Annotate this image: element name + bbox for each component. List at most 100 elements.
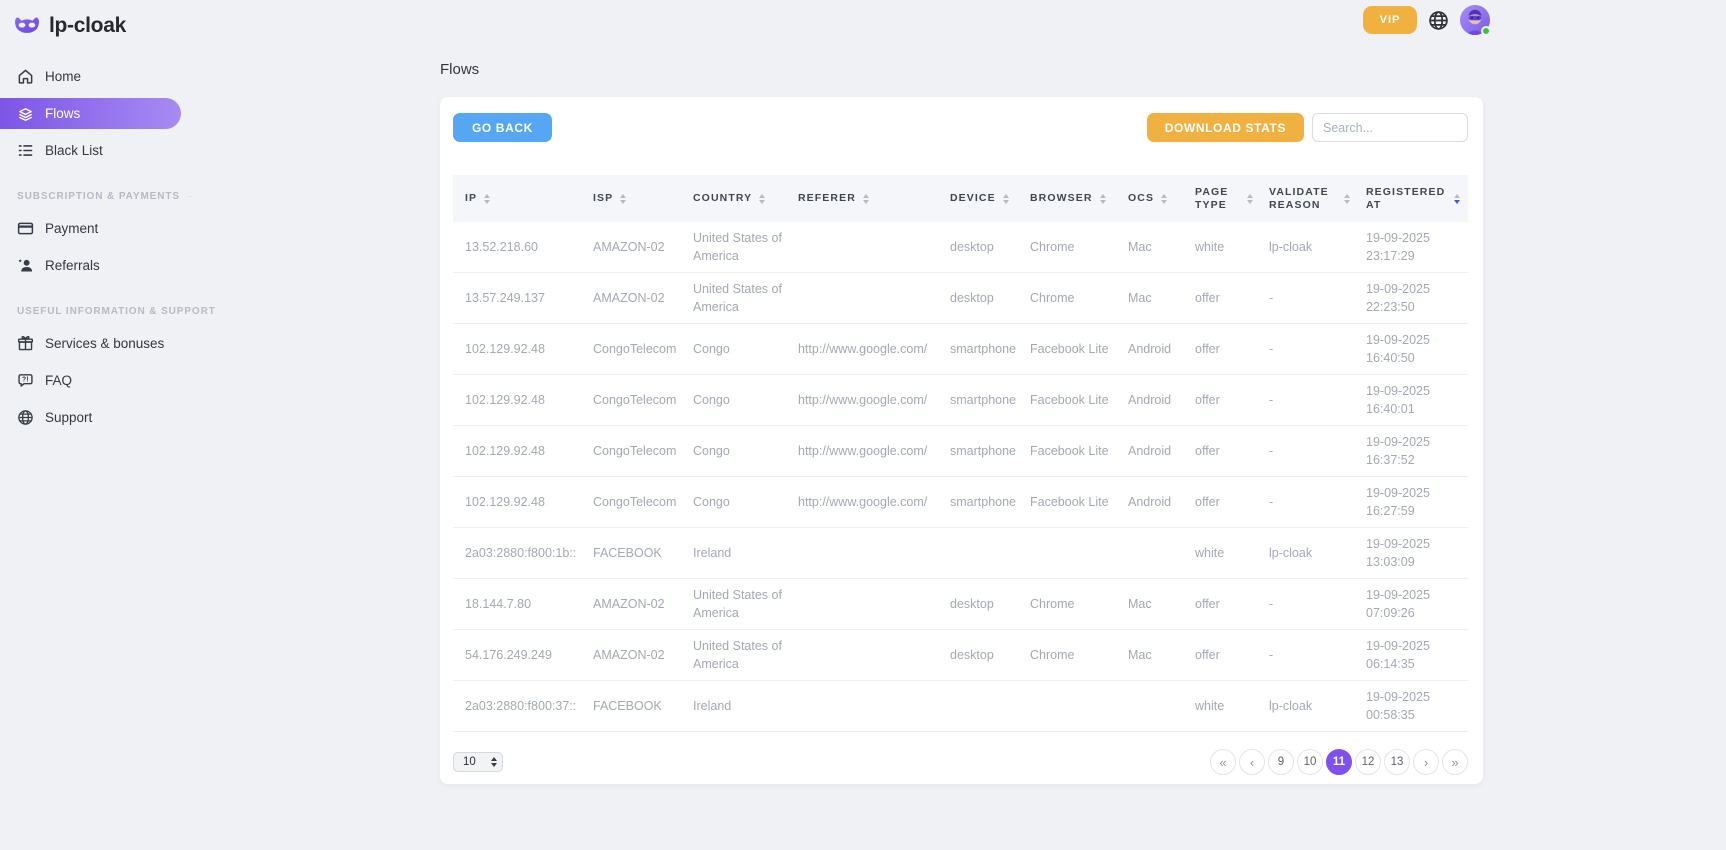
column-label: DEVICE	[950, 192, 996, 204]
page-size-select[interactable]: 10	[453, 752, 503, 772]
sort-icon[interactable]	[620, 193, 627, 204]
sidebar-item-label: Payment	[45, 221, 99, 236]
sort-icon[interactable]	[1344, 193, 1350, 204]
header-actions: VIP	[1363, 5, 1491, 36]
column-header-browser[interactable]: BROWSER	[1022, 175, 1120, 222]
app-logo[interactable]: lp-cloak	[0, 0, 200, 38]
table-cell: white	[1187, 527, 1261, 579]
table-cell: 54.176.249.249	[453, 629, 585, 681]
svg-text:?!: ?!	[22, 375, 29, 383]
table-cell: Mac	[1120, 578, 1187, 630]
online-status-dot	[1481, 26, 1491, 36]
table-cell	[790, 629, 942, 681]
table-cell: white	[1187, 222, 1261, 273]
sidebar-item-black-list[interactable]: Black List	[0, 132, 200, 169]
sidebar-item-label: Black List	[45, 143, 103, 158]
pagination-prev[interactable]: ‹	[1239, 749, 1265, 775]
table-cell: 102.129.92.48	[453, 374, 585, 426]
sidebar-item-home[interactable]: Home	[0, 58, 200, 95]
app-name: lp-cloak	[49, 14, 126, 37]
sort-icon[interactable]	[862, 193, 869, 204]
column-header-isp[interactable]: ISP	[585, 175, 685, 222]
pagination-page-10[interactable]: 10	[1297, 749, 1323, 775]
sidebar-item-support[interactable]: Support	[0, 399, 200, 436]
column-header-ip[interactable]: IP	[453, 175, 585, 222]
sort-icon[interactable]	[1161, 193, 1168, 204]
language-globe-icon[interactable]	[1428, 10, 1449, 31]
table-cell: Android	[1120, 374, 1187, 426]
table-cell: offer	[1187, 578, 1261, 630]
sidebar-item-flows[interactable]: Flows	[0, 98, 181, 129]
go-back-button[interactable]: GO BACK	[453, 113, 552, 142]
sidebar-item-services-bonuses[interactable]: Services & bonuses	[0, 325, 200, 362]
table-cell: -	[1261, 374, 1358, 426]
table-cell: United States of America	[685, 629, 790, 681]
column-header-registered-at[interactable]: REGISTERED AT	[1358, 175, 1468, 222]
payment-icon	[17, 220, 34, 237]
table-cell: United States of America	[685, 272, 790, 324]
table-cell: -	[1261, 578, 1358, 630]
search-input[interactable]	[1312, 113, 1468, 142]
sidebar-item-label: Referrals	[45, 258, 100, 273]
table-cell: smartphone	[942, 374, 1022, 426]
table-cell: Congo	[685, 476, 790, 528]
table-row: 2a03:2880:f800:37:: FACEBOOK Ireland white l…	[453, 680, 1468, 732]
sort-icon[interactable]	[484, 193, 491, 204]
sidebar-item-label: Home	[45, 69, 82, 84]
column-header-page-type[interactable]: PAGE TYPE	[1187, 175, 1261, 222]
sidebar-item-label: Support	[45, 410, 93, 425]
table-cell: United States of America	[685, 222, 790, 273]
table-footer: 10 «‹ 9 10 11 12 13 ›»	[453, 749, 1468, 775]
pagination-page-9[interactable]: 9	[1268, 749, 1294, 775]
home-icon	[17, 68, 34, 85]
pagination-page-11[interactable]: 11	[1326, 749, 1352, 775]
sort-icon[interactable]	[1454, 193, 1460, 204]
table-cell	[790, 527, 942, 579]
pagination-page-12[interactable]: 12	[1355, 749, 1381, 775]
table-cell	[1022, 680, 1120, 732]
download-stats-button[interactable]: DOWNLOAD STATS	[1146, 113, 1304, 142]
table-cell: 19-09-2025 06:14:35	[1358, 629, 1468, 681]
table-cell: AMAZON-02	[585, 629, 685, 681]
table-cell: AMAZON-02	[585, 578, 685, 630]
pagination-page-13[interactable]: 13	[1384, 749, 1410, 775]
sidebar-section-subscription: SUBSCRIPTION & PAYMENTS	[17, 191, 192, 202]
table-cell: 19-09-2025 16:27:59	[1358, 476, 1468, 528]
table-cell	[790, 272, 942, 324]
vip-button[interactable]: VIP	[1363, 6, 1417, 34]
table-cell: 19-09-2025 07:09:26	[1358, 578, 1468, 630]
sidebar-item-payment[interactable]: Payment	[0, 210, 200, 247]
sort-icon[interactable]	[1002, 193, 1009, 204]
table-cell: Mac	[1120, 629, 1187, 681]
column-header-country[interactable]: COUNTRY	[685, 175, 790, 222]
pagination-last[interactable]: »	[1442, 749, 1468, 775]
table-cell: -	[1261, 323, 1358, 375]
divider	[187, 196, 192, 197]
table-row: 2a03:2880:f800:1b:: FACEBOOK Ireland white l…	[453, 527, 1468, 579]
sidebar-item-faq[interactable]: ?! FAQ	[0, 362, 200, 399]
sort-icon[interactable]	[759, 193, 766, 204]
column-label: OCS	[1128, 192, 1155, 204]
sidebar-item-referrals[interactable]: Referrals	[0, 247, 200, 284]
flows-table-head-row: IP ISP COUNTRY REFERER DEVICE BROWSER OCS PAGE …	[453, 175, 1468, 222]
sort-icon[interactable]	[1247, 193, 1253, 204]
table-cell	[942, 527, 1022, 579]
sort-icon[interactable]	[1099, 193, 1106, 204]
column-header-ocs[interactable]: OCS	[1120, 175, 1187, 222]
table-cell	[1120, 527, 1187, 579]
table-cell: Facebook Lite	[1022, 323, 1120, 375]
user-avatar[interactable]	[1460, 5, 1491, 36]
column-label: COUNTRY	[693, 192, 753, 204]
table-cell: Congo	[685, 323, 790, 375]
column-label: BROWSER	[1030, 192, 1093, 204]
table-cell	[790, 680, 942, 732]
table-cell: AMAZON-02	[585, 272, 685, 324]
table-cell: 2a03:2880:f800:37::	[453, 680, 585, 732]
column-header-validate-reason[interactable]: VALIDATE REASON	[1261, 175, 1358, 222]
column-header-device[interactable]: DEVICE	[942, 175, 1022, 222]
pagination-first[interactable]: «	[1210, 749, 1236, 775]
column-header-referer[interactable]: REFERER	[790, 175, 942, 222]
pagination-next[interactable]: ›	[1413, 749, 1439, 775]
sidebar-item-label: Flows	[45, 106, 81, 121]
flows-table: IP ISP COUNTRY REFERER DEVICE BROWSER OCS PAGE …	[453, 175, 1468, 732]
